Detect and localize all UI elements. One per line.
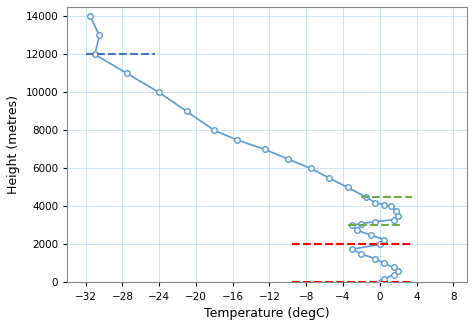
X-axis label: Temperature (degC): Temperature (degC) xyxy=(204,307,330,320)
Y-axis label: Height (metres): Height (metres) xyxy=(7,95,20,194)
